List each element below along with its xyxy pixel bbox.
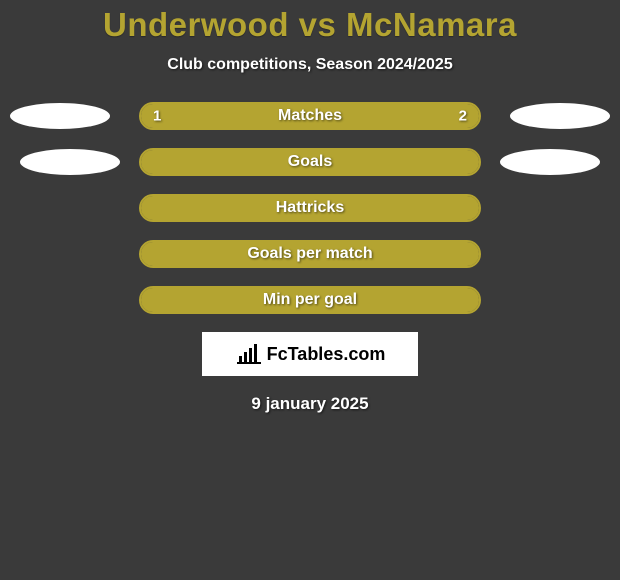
stat-bar: Hattricks — [139, 194, 481, 222]
bar-chart-icon — [235, 343, 263, 365]
stat-bar-fill-left — [141, 242, 479, 266]
team-avatar-right — [500, 149, 600, 175]
attribution-badge[interactable]: FcTables.com — [202, 332, 418, 376]
stat-row: Goals — [0, 148, 620, 176]
stat-row: Min per goal — [0, 286, 620, 314]
stat-bar-fill-left — [141, 104, 254, 128]
page-subtitle: Club competitions, Season 2024/2025 — [0, 56, 620, 74]
stat-bar: Goals per match — [139, 240, 481, 268]
stat-bar-fill-left — [141, 288, 479, 312]
page-title: Underwood vs McNamara — [0, 6, 620, 44]
attribution-text: FcTables.com — [267, 344, 386, 365]
stat-row: 12Matches — [0, 102, 620, 130]
stat-bar: Goals — [139, 148, 481, 176]
stat-bar-fill-left — [141, 150, 479, 174]
stat-rows: 12Matches Goals Hattricks Goals per match Mi… — [0, 102, 620, 314]
date-label: 9 january 2025 — [0, 394, 620, 414]
comparison-widget: Underwood vs McNamara Club competitions,… — [0, 0, 620, 414]
stat-bar-fill-left — [141, 196, 479, 220]
team-avatar-right — [510, 103, 610, 129]
stat-row: Goals per match — [0, 240, 620, 268]
stat-bar: Min per goal — [139, 286, 481, 314]
stat-bar-fill-right — [254, 104, 479, 128]
team-avatar-left — [10, 103, 110, 129]
team-avatar-left — [20, 149, 120, 175]
stat-row: Hattricks — [0, 194, 620, 222]
stat-bar: 12Matches — [139, 102, 481, 130]
